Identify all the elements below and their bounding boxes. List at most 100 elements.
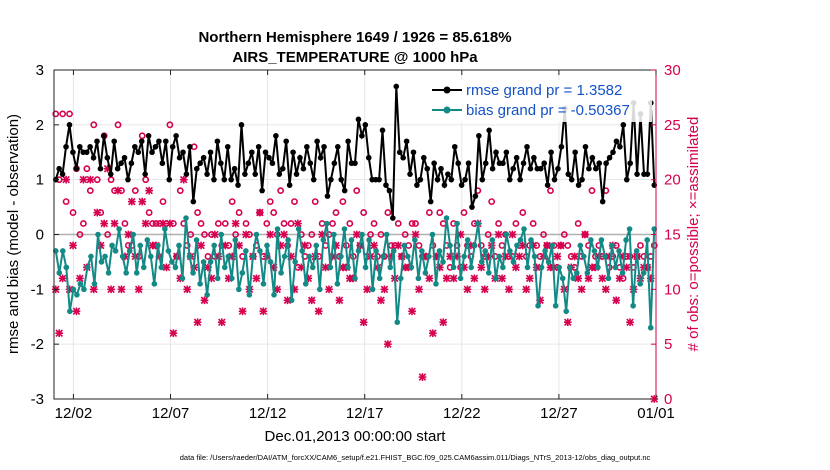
obs-possible-marker: [152, 220, 160, 227]
obs-possible-marker: [232, 231, 240, 238]
bias-point: [426, 253, 432, 260]
obs-possible-marker: [149, 220, 157, 227]
bias-point: [264, 242, 270, 249]
obs-assimilated-marker: [601, 285, 610, 294]
obs-assimilated-marker: [626, 318, 634, 327]
bias-point: [302, 281, 309, 287]
bias-point: [609, 242, 615, 249]
rmse-point: [403, 138, 410, 145]
obs-assimilated-marker: [145, 186, 153, 195]
rmse-point: [63, 143, 69, 150]
bias-point: [366, 237, 372, 243]
rmse-point: [599, 198, 606, 205]
obs-assimilated-marker: [79, 175, 88, 184]
obs-possible-marker: [93, 176, 101, 184]
obs-possible-marker: [460, 209, 468, 216]
rmse-point: [421, 154, 427, 161]
rmse-point: [259, 187, 265, 194]
rmse-point: [159, 160, 166, 167]
y-tick-label: 1: [36, 172, 44, 189]
rmse-point: [114, 165, 121, 172]
rmse-point: [166, 176, 173, 183]
bias-point: [524, 264, 531, 271]
obs-assimilated-marker: [411, 230, 420, 239]
bias-point: [623, 237, 629, 243]
obs-possible-marker: [519, 209, 527, 216]
rmse-point: [335, 143, 341, 150]
obs-assimilated-marker: [408, 307, 416, 316]
obs-possible-marker: [114, 121, 122, 129]
bias-point: [271, 292, 277, 298]
rmse-point: [362, 122, 369, 128]
bias-point: [313, 242, 320, 249]
rmse-point: [438, 165, 444, 172]
rmse-point: [266, 154, 272, 161]
obs-assimilated-marker: [577, 285, 586, 294]
rmse-point: [66, 122, 73, 128]
bias-point: [598, 237, 605, 243]
obs-possible-marker: [339, 198, 347, 205]
bias-point: [148, 253, 154, 260]
bias-point: [637, 281, 643, 287]
bias-point: [517, 237, 524, 243]
bias-point: [162, 226, 168, 232]
obs-assimilated-marker: [252, 274, 261, 283]
x-tick-label: 12/02: [55, 405, 93, 422]
bias-point: [507, 248, 513, 254]
rmse-point: [441, 182, 448, 188]
obs-possible-marker: [287, 220, 295, 227]
bias-point: [387, 264, 394, 271]
bias-point: [373, 248, 379, 254]
y-tick-label: 3: [36, 62, 44, 79]
bias-point: [84, 264, 91, 271]
bias-point: [74, 292, 80, 298]
obs-assimilated-marker: [335, 296, 344, 305]
bias-point: [503, 231, 510, 238]
legend-bias-label: bias grand pr = -0.50367: [466, 102, 630, 119]
bias-point: [140, 264, 147, 271]
bias-point: [285, 237, 291, 243]
rmse-point: [465, 160, 472, 167]
rmse-point: [242, 171, 248, 177]
obs-possible-marker: [488, 198, 496, 205]
rmse-point: [582, 143, 589, 150]
obs-assimilated-marker: [211, 230, 219, 239]
rmse-point: [180, 149, 186, 156]
bias-point: [299, 248, 305, 254]
obs-assimilated-marker: [89, 285, 98, 294]
rmse-point: [97, 165, 104, 172]
obs-assimilated-marker: [307, 296, 316, 305]
rmse-point: [541, 160, 547, 167]
y-axis-label: rmse and bias (model - observation): [5, 114, 22, 354]
bias-point: [496, 253, 503, 260]
rmse-point: [197, 160, 203, 167]
obs-assimilated-marker: [415, 285, 423, 294]
obs-assimilated-marker: [193, 318, 202, 327]
rmse-point: [214, 138, 221, 145]
rmse-point: [193, 165, 200, 172]
obs-possible-marker: [90, 121, 98, 129]
bias-point: [81, 286, 87, 293]
rmse-point: [620, 122, 627, 128]
obs-assimilated-marker: [494, 230, 503, 239]
rmse-point: [386, 187, 393, 194]
rmse-point: [273, 133, 279, 139]
rmse-point: [224, 143, 231, 150]
obs-assimilated-marker: [159, 219, 167, 228]
y2-tick-label: 5: [664, 336, 672, 353]
bias-point: [644, 237, 650, 243]
rmse-point: [431, 160, 437, 167]
rmse-point: [593, 165, 599, 172]
obs-possible-marker: [574, 220, 582, 227]
rmse-point: [317, 154, 324, 161]
x-tick-label: 12/22: [443, 405, 481, 422]
bias-point: [324, 220, 330, 227]
bias-point: [70, 286, 77, 293]
obs-possible-marker: [166, 121, 174, 129]
bias-point: [133, 270, 140, 276]
rmse-point: [603, 160, 609, 167]
bias-point: [556, 264, 562, 271]
bias-point: [169, 259, 175, 265]
rmse-point: [445, 171, 451, 177]
rmse-point: [462, 176, 468, 183]
